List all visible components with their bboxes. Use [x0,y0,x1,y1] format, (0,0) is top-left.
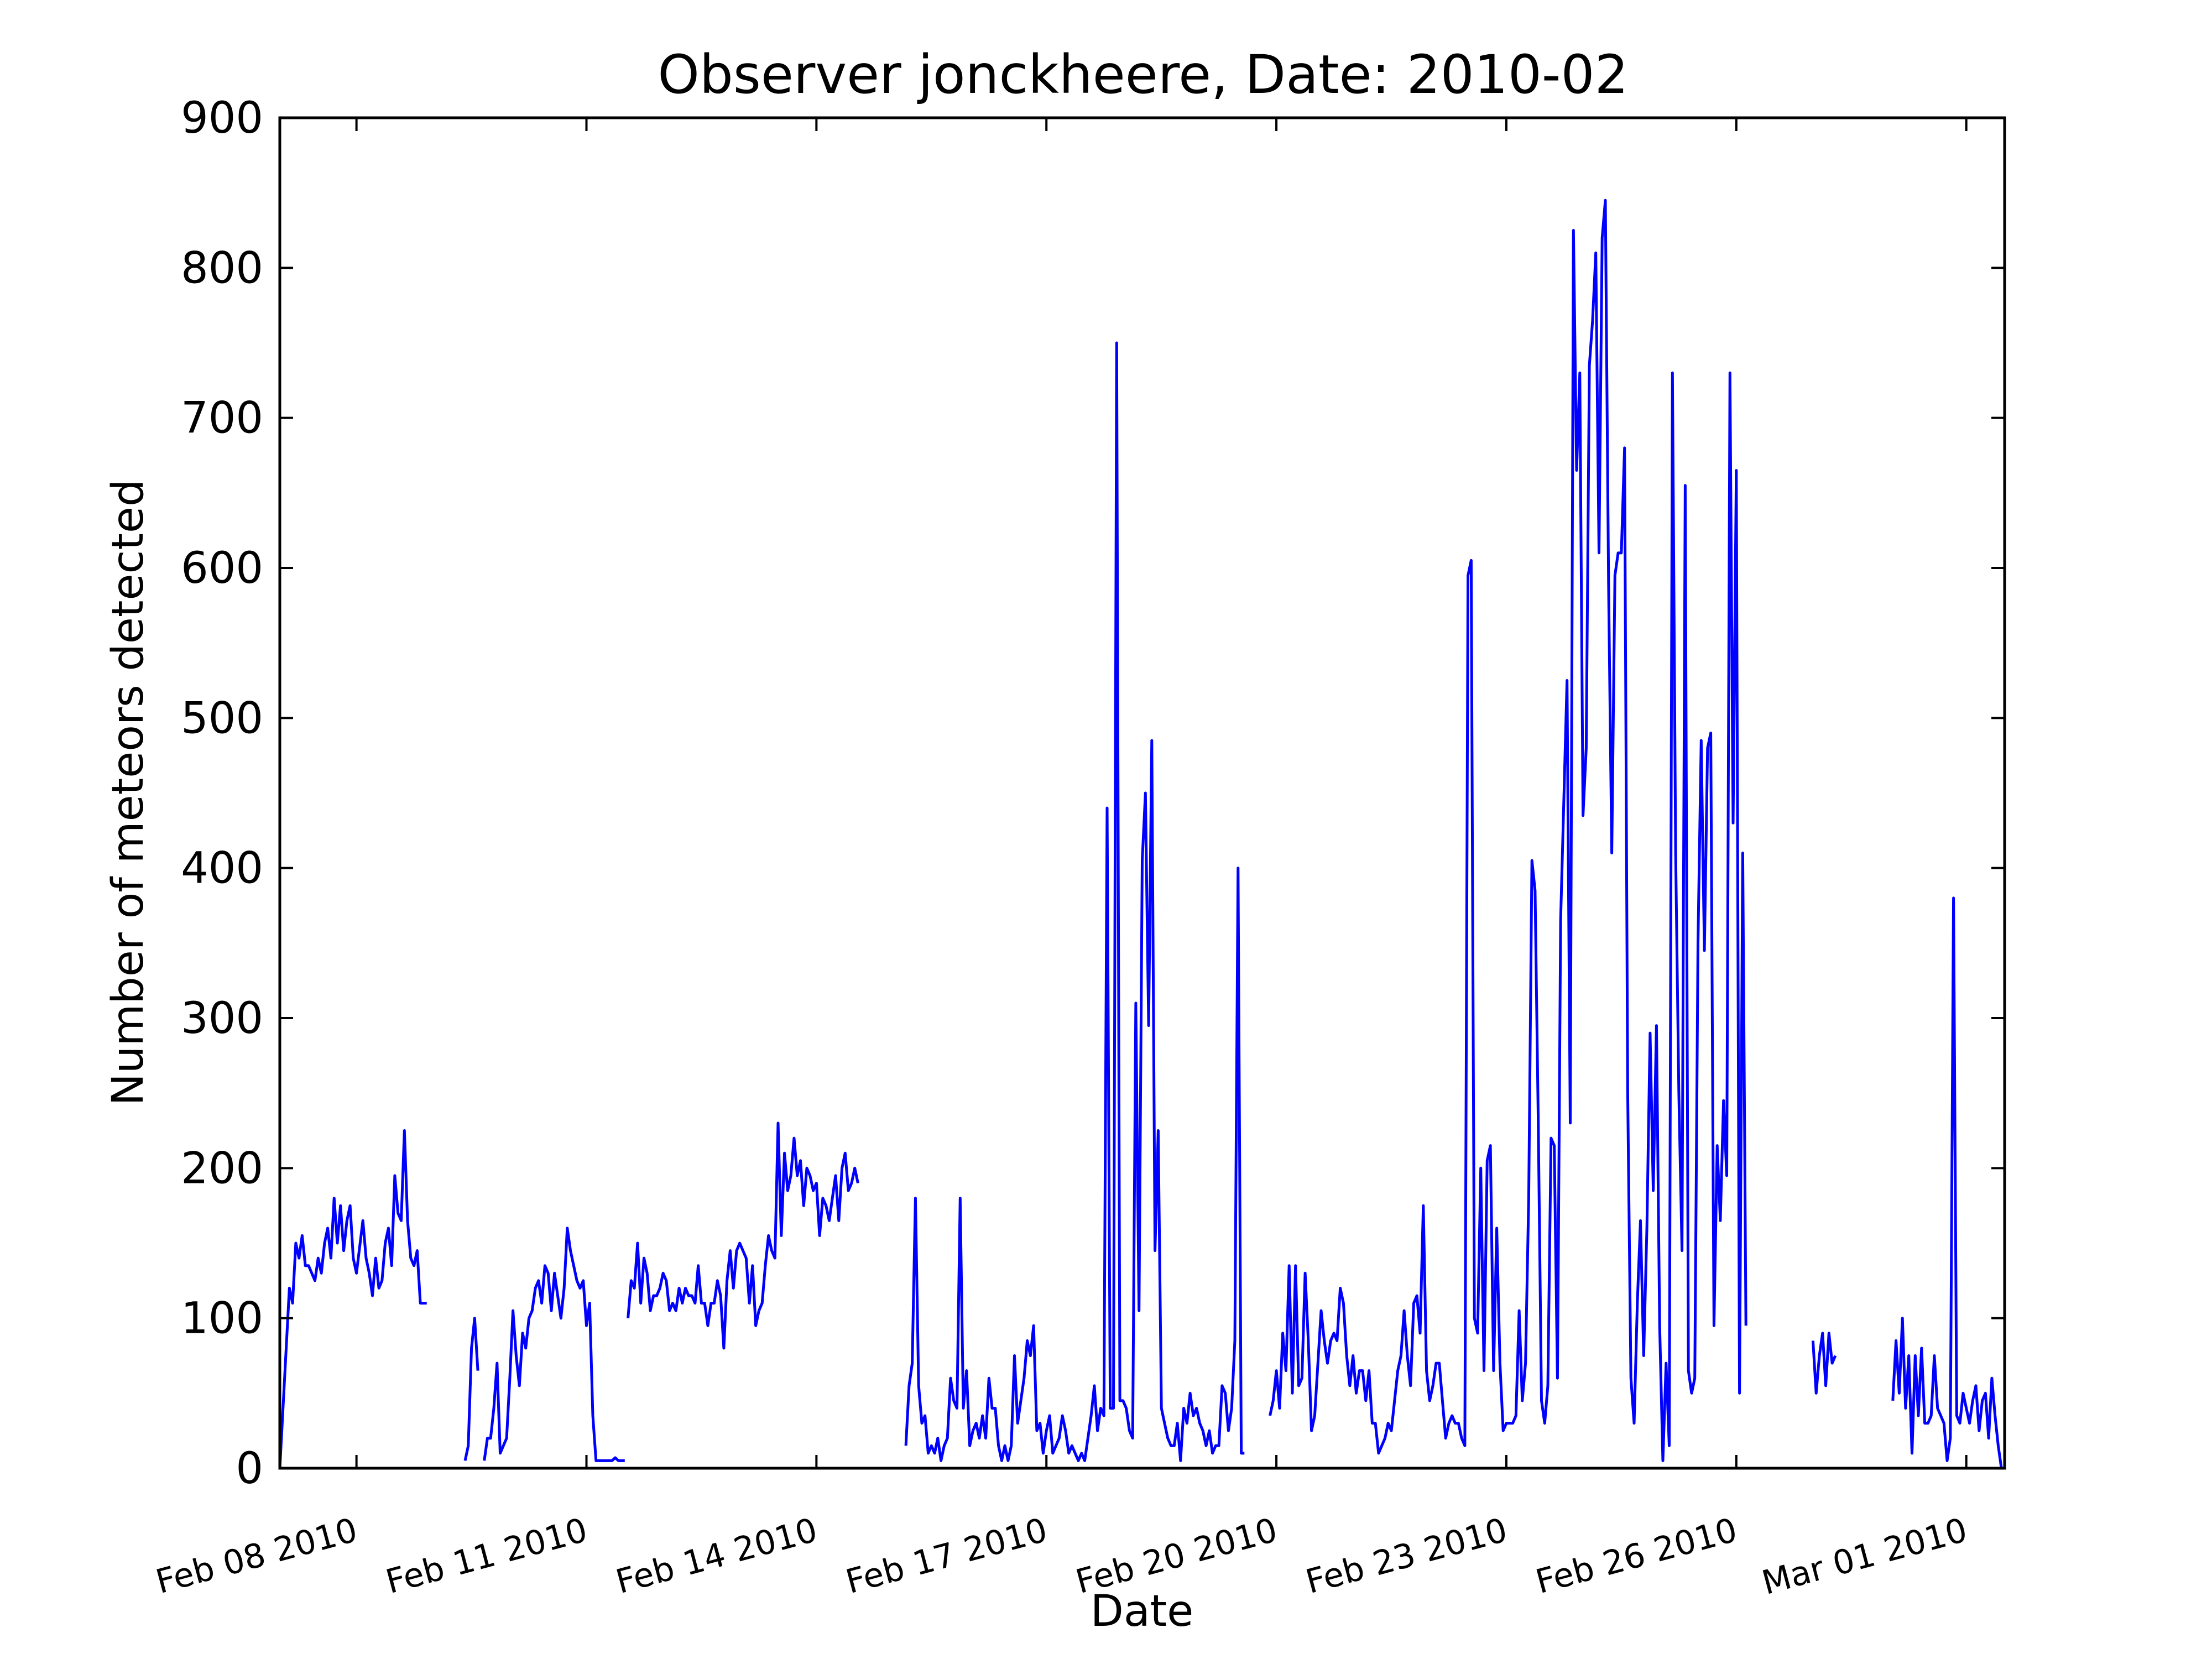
y-tick-label: 500 [181,693,263,743]
y-tick-label: 100 [181,1294,263,1344]
y-tick-label: 800 [181,243,263,293]
y-tick-label: 200 [181,1144,263,1193]
series-line-segment-7 [1891,896,2005,1470]
series-line-segment-1 [463,1317,479,1461]
plot-lines [278,199,2005,1470]
series-line-segment-5 [1269,199,1747,1462]
y-axis-label: Number of meteors detected [103,479,153,1106]
x-axis-label: Date [1091,1587,1193,1636]
series-line-segment-2 [483,1227,625,1462]
plot-frame [278,116,2006,1470]
series-line-segment-0 [278,1129,427,1469]
series-line-segment-4 [904,341,1245,1462]
y-tick-label: 600 [181,544,263,593]
y-tick-label: 300 [181,994,263,1044]
y-tick-label: 400 [181,844,263,894]
y-tick-label: 900 [181,93,263,143]
chart-title: Observer jonckheere, Date: 2010-02 [658,44,1628,106]
y-tick-label: 0 [236,1444,263,1494]
y-tick-label: 700 [181,394,263,444]
series-line-segment-3 [627,1121,859,1350]
series-line-segment-6 [1811,1332,1837,1395]
